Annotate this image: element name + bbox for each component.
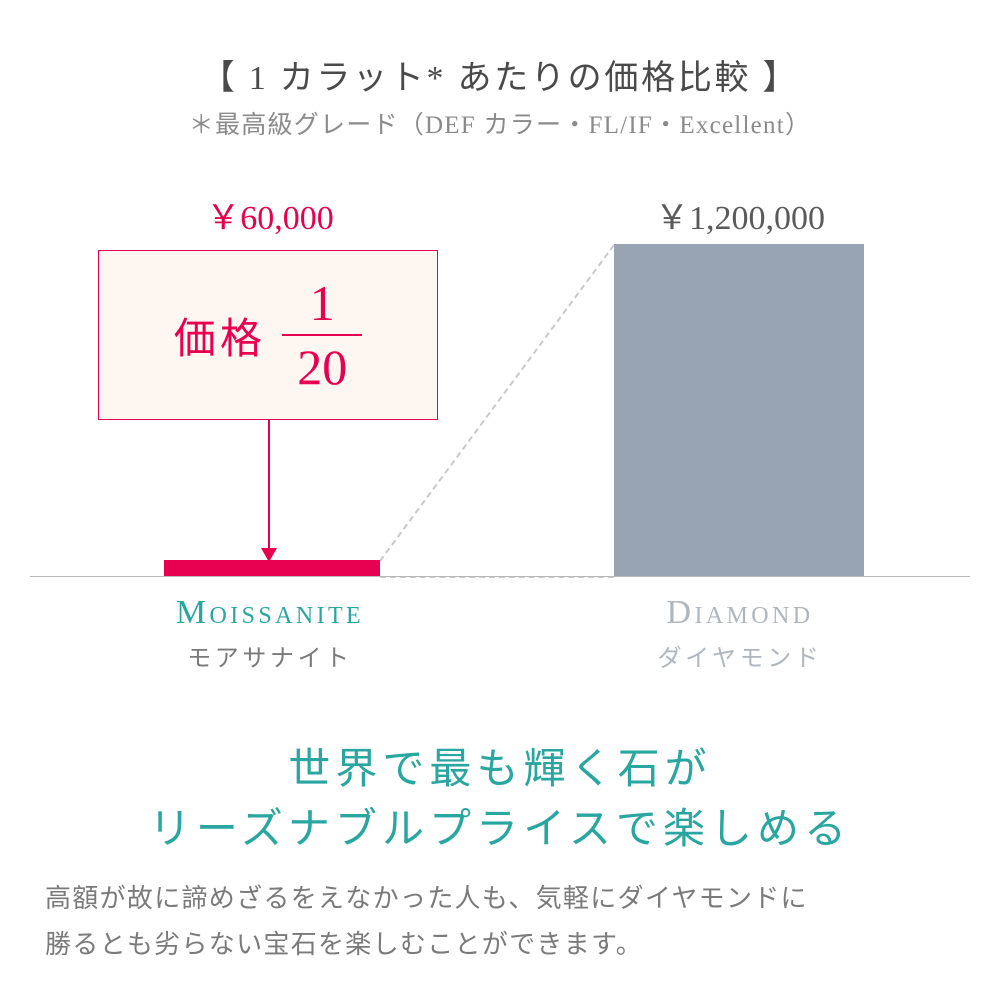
fraction: 1 20 xyxy=(282,278,362,392)
axis-label-diamond-jp: ダイヤモンド xyxy=(590,638,890,673)
infographic-container: 【 1 カラット* あたりの価格比較 】 ＊最高級グレード（DEF カラー・FL… xyxy=(0,0,1000,1000)
body-line-2: 勝るとも劣らない宝石を楽しむことができます。 xyxy=(45,924,643,961)
bar-diamond xyxy=(614,244,864,576)
price-label-diamond: ￥1,200,000 xyxy=(590,190,890,239)
tagline-line-2: リーズナブルプライスで楽しめる xyxy=(0,795,1000,856)
fraction-numerator: 1 xyxy=(310,278,335,334)
price-label-moissanite: ￥60,000 xyxy=(140,190,400,239)
price-ratio-callout: 価格 1 20 xyxy=(98,250,438,420)
callout-label: 価格 xyxy=(174,305,266,366)
axis-label-moissanite-en: Moissanite xyxy=(120,594,420,632)
title: 【 1 カラット* あたりの価格比較 】 xyxy=(0,50,1000,99)
fraction-denominator: 20 xyxy=(297,336,347,392)
subtitle: ＊最高級グレード（DEF カラー・FL/IF・Excellent） xyxy=(0,105,1000,141)
axis-label-moissanite-jp: モアサナイト xyxy=(120,638,420,673)
callout-arrow-line xyxy=(268,420,270,548)
chart-baseline xyxy=(30,576,970,577)
axis-label-diamond-en: Diamond xyxy=(590,594,890,632)
bar-moissanite xyxy=(164,560,380,576)
body-line-1: 高額が故に諦めざるをえなかった人も、気軽にダイヤモンドに xyxy=(45,878,808,915)
tagline-line-1: 世界で最も輝く石が xyxy=(0,735,1000,796)
